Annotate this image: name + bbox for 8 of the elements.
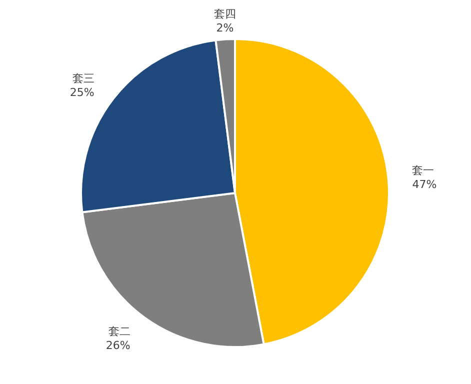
slice-label: 套三: [72, 72, 94, 85]
data-label: 47%: [412, 178, 437, 192]
data-label: 25%: [70, 86, 94, 99]
slice-label: 套一: [412, 164, 434, 178]
slice-label: 套四: [214, 7, 236, 20]
slice-label: 套二: [108, 325, 130, 338]
data-label: 2%: [216, 21, 234, 34]
data-label: 26%: [106, 339, 130, 352]
